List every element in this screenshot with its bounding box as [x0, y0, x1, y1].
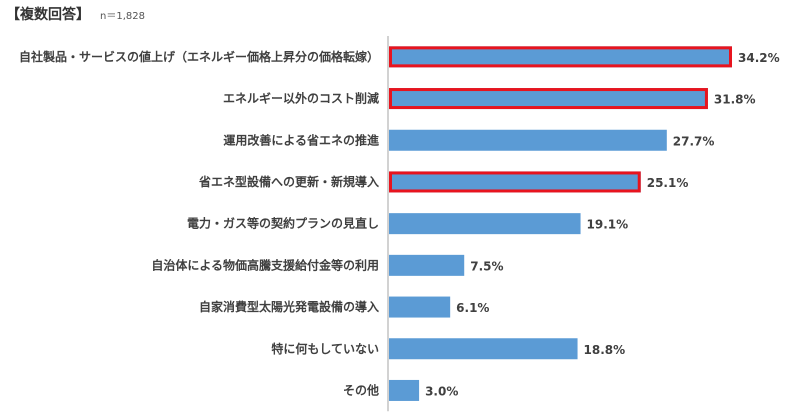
category-label: 自家消費型太陽光発電設備の導入 [199, 299, 379, 314]
category-label: 自社製品・サービスの値上げ（エネルギー価格上昇分の価格転嫁） [19, 49, 379, 64]
value-label: 25.1% [647, 176, 689, 190]
category-label: エネルギー以外のコスト削減 [223, 91, 379, 106]
value-label: 7.5% [470, 259, 503, 273]
bar [389, 213, 581, 235]
bar [389, 129, 667, 151]
value-label: 6.1% [456, 301, 489, 315]
category-label: 電力・ガス等の契約プランの見直し [187, 216, 379, 231]
value-label: 3.0% [425, 384, 458, 398]
bar-highlight-border [389, 171, 641, 193]
bar [389, 338, 578, 360]
bar-highlight-border [389, 88, 708, 110]
category-label: その他 [343, 382, 379, 397]
value-label: 34.2% [738, 51, 780, 65]
bar [389, 88, 708, 110]
category-label: 省エネ型設備への更新・新規導入 [198, 174, 379, 189]
category-label: 運用改善による省エネの推進 [223, 132, 380, 147]
bar [389, 46, 732, 68]
answer-type-label: 【複数回答】 [6, 7, 90, 23]
category-label: 特に何もしていない [271, 341, 379, 356]
bar-highlight-border [389, 46, 732, 68]
bar [389, 254, 465, 276]
value-label: 18.8% [584, 343, 626, 357]
bar [389, 171, 641, 193]
bar [389, 296, 451, 318]
bar [389, 379, 420, 401]
value-label: 19.1% [587, 218, 629, 232]
chart-header: 【複数回答】 n＝1,828 [6, 4, 145, 24]
category-label: 自治体による物価高騰支援給付金等の利用 [151, 257, 379, 272]
value-label: 31.8% [714, 93, 756, 107]
sample-size-label: n＝1,828 [100, 11, 145, 22]
value-label: 27.7% [673, 134, 715, 148]
